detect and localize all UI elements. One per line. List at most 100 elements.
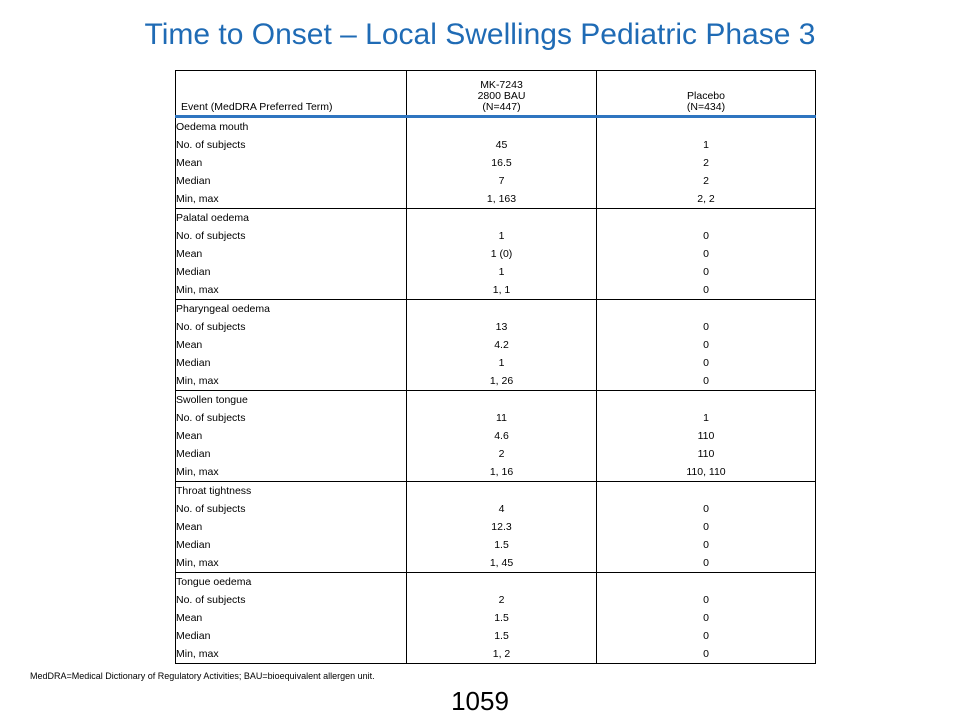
stat-row: Min, max 1, 163 2, 2: [175, 190, 816, 209]
placebo-value: 2: [703, 175, 709, 187]
header-placebo-line1: Placebo: [687, 90, 725, 102]
header-mk7243: MK-7243 2800 BAU (N=447): [406, 70, 597, 117]
empty-cell: [597, 117, 816, 137]
event-name: Pharyngeal oedema: [175, 299, 407, 318]
event-name: Palatal oedema: [175, 208, 407, 227]
stat-label: No. of subjects: [175, 591, 407, 609]
empty-cell: [406, 116, 597, 136]
stat-row: Min, max 1, 16 110, 110: [175, 463, 816, 482]
stat-row: Median 1.5 0: [175, 627, 816, 645]
stat-label: Min, max: [175, 554, 407, 573]
placebo-value: 0: [703, 539, 709, 551]
placebo-value: 0: [703, 648, 709, 660]
stat-label: Mean: [175, 609, 407, 627]
stat-label: Median: [175, 627, 407, 645]
placebo-value: 0: [703, 321, 709, 333]
mk7243-value: 4: [406, 500, 597, 518]
header-placebo: Placebo (N=434): [597, 71, 816, 117]
event-row: Pharyngeal oedema: [175, 299, 816, 318]
placebo-value: 2: [703, 157, 709, 169]
stat-label: Mean: [175, 336, 407, 354]
mk7243-value: 1 (0): [406, 245, 597, 263]
stat-row: Mean 1.5 0: [175, 609, 816, 627]
mk7243-value: 2: [406, 445, 597, 463]
stat-row: No. of subjects 13 0: [175, 318, 816, 336]
placebo-value: 0: [703, 266, 709, 278]
stat-row: Min, max 1, 1 0: [175, 281, 816, 300]
event-row: Palatal oedema: [175, 208, 816, 227]
event-name: Swollen tongue: [175, 390, 407, 409]
stat-label: Mean: [175, 427, 407, 445]
onset-table: Event (MedDRA Preferred Term) MK-7243 28…: [175, 70, 816, 664]
mk7243-value: 12.3: [406, 518, 597, 536]
empty-cell: [596, 481, 816, 500]
stat-label: Min, max: [175, 190, 407, 209]
mk7243-value: 1, 1: [406, 281, 597, 300]
event-row: Tongue oedema: [175, 572, 816, 591]
mk7243-value: 13: [406, 318, 597, 336]
placebo-value: 110, 110: [686, 466, 726, 478]
event-row: Throat tightness: [175, 481, 816, 500]
stat-label: Median: [175, 445, 407, 463]
mk7243-value: 1, 26: [406, 372, 597, 391]
page-number: 1059: [451, 686, 509, 716]
stat-row: Mean 4.6 110: [175, 427, 816, 445]
mk7243-value: 1.5: [406, 627, 597, 645]
mk7243-value: 1: [406, 227, 597, 245]
empty-cell: [406, 299, 597, 318]
stat-row: Median 1 0: [175, 263, 816, 281]
placebo-value: 1: [703, 412, 709, 424]
mk7243-value: 4.2: [406, 336, 597, 354]
stat-row: Mean 4.2 0: [175, 336, 816, 354]
mk7243-value: 45: [406, 136, 597, 154]
stat-label: No. of subjects: [175, 318, 407, 336]
placebo-value: 0: [703, 594, 709, 606]
stat-row: Min, max 1, 2 0: [175, 645, 816, 664]
stat-label: Min, max: [175, 463, 407, 482]
mk7243-value: 4.6: [406, 427, 597, 445]
placebo-value: 0: [703, 357, 709, 369]
mk7243-value: 1.5: [406, 536, 597, 554]
stat-label: No. of subjects: [175, 500, 407, 518]
mk7243-value: 1: [406, 354, 597, 372]
placebo-value: 0: [703, 503, 709, 515]
placebo-value: 0: [703, 248, 709, 260]
event-name: Oedema mouth: [175, 116, 407, 136]
mk7243-value: 2: [406, 591, 597, 609]
footnote: MedDRA=Medical Dictionary of Regulatory …: [30, 671, 375, 681]
empty-cell: [596, 208, 816, 227]
stat-row: Median 7 2: [175, 172, 816, 190]
event-row: Oedema mouth: [175, 116, 816, 137]
slide-title: Time to Onset – Local Swellings Pediatri…: [144, 18, 816, 51]
stat-row: Median 1.5 0: [175, 536, 816, 554]
placebo-value: 0: [703, 557, 709, 569]
stat-label: Median: [175, 536, 407, 554]
placebo-value: 0: [703, 630, 709, 642]
stat-label: Median: [175, 172, 407, 190]
stat-row: Mean 12.3 0: [175, 518, 816, 536]
header-event: Event (MedDRA Preferred Term): [175, 70, 407, 117]
placebo-value: 0: [703, 612, 709, 624]
stat-row: No. of subjects 4 0: [175, 500, 816, 518]
header-placebo-line2: (N=434): [686, 101, 726, 113]
event-name: Throat tightness: [175, 481, 407, 500]
table-header-row: Event (MedDRA Preferred Term) MK-7243 28…: [175, 70, 816, 117]
stat-label: Mean: [175, 245, 407, 263]
stat-row: Median 1 0: [175, 354, 816, 372]
stat-label: Min, max: [175, 645, 407, 664]
event-name: Tongue oedema: [175, 572, 407, 591]
stat-label: Min, max: [175, 281, 407, 300]
stat-row: No. of subjects 1 0: [175, 227, 816, 245]
empty-cell: [406, 481, 597, 500]
empty-cell: [596, 299, 816, 318]
mk7243-value: 1, 16: [406, 463, 597, 482]
empty-cell: [406, 390, 597, 409]
mk7243-value: 7: [406, 172, 597, 190]
empty-cell: [596, 572, 816, 591]
stat-row: Median 2 110: [175, 445, 816, 463]
empty-cell: [596, 390, 816, 409]
empty-cell: [406, 208, 597, 227]
placebo-value: 0: [703, 521, 709, 533]
placebo-value: 0: [703, 230, 709, 242]
stat-label: Mean: [175, 154, 407, 172]
